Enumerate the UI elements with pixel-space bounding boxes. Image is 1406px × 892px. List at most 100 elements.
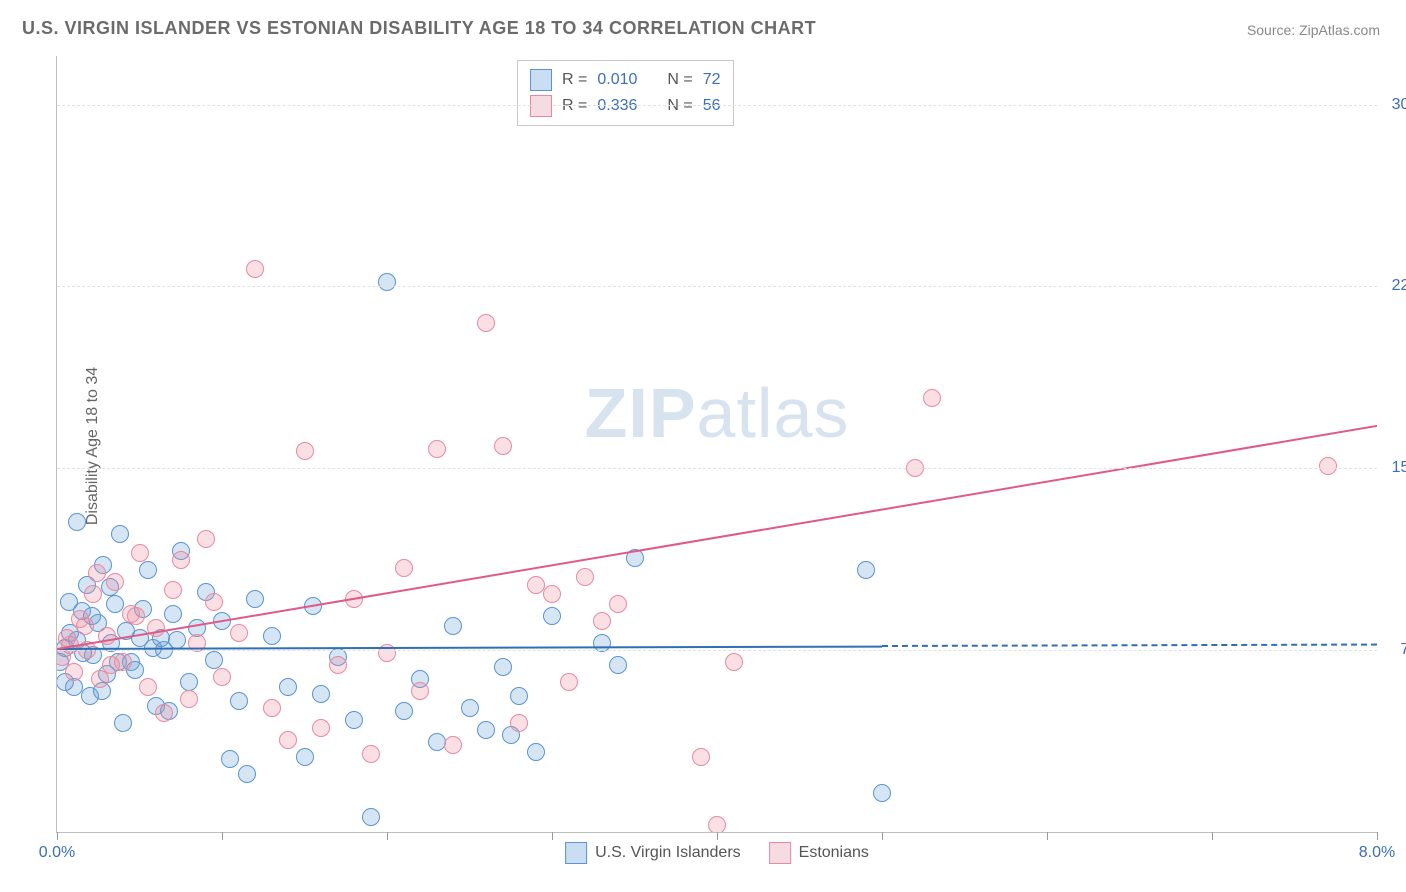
data-point	[106, 573, 124, 591]
x-tick	[1047, 832, 1048, 840]
regression-line	[57, 425, 1377, 650]
r-label: R =	[562, 71, 587, 89]
legend-label: U.S. Virgin Islanders	[595, 844, 741, 862]
plot-area: ZIPatlas R =0.010N =72R =0.336N =56 U.S.…	[56, 56, 1377, 833]
data-point	[527, 576, 545, 594]
r-value: 0.336	[597, 97, 637, 115]
data-point	[84, 585, 102, 603]
data-point	[230, 692, 248, 710]
data-point	[329, 656, 347, 674]
x-tick-label: 0.0%	[39, 844, 75, 862]
data-point	[692, 748, 710, 766]
y-tick-label: 7.5%	[1383, 641, 1406, 659]
data-point	[428, 440, 446, 458]
data-point	[477, 721, 495, 739]
data-point	[395, 559, 413, 577]
data-point	[543, 585, 561, 603]
data-point	[111, 525, 129, 543]
n-value: 72	[703, 71, 721, 89]
data-point	[127, 607, 145, 625]
chart-title: U.S. VIRGIN ISLANDER VS ESTONIAN DISABIL…	[22, 18, 816, 39]
data-point	[444, 736, 462, 754]
data-point	[857, 561, 875, 579]
data-point	[263, 699, 281, 717]
chart-container: U.S. VIRGIN ISLANDER VS ESTONIAN DISABIL…	[0, 0, 1406, 892]
data-point	[68, 513, 86, 531]
x-tick	[882, 832, 883, 840]
x-tick	[387, 832, 388, 840]
data-point	[246, 590, 264, 608]
legend-swatch	[530, 69, 552, 91]
data-point	[106, 595, 124, 613]
legend-stats-row: R =0.336N =56	[530, 93, 721, 119]
n-label: N =	[667, 71, 692, 89]
data-point	[172, 551, 190, 569]
watermark-bold: ZIP	[585, 374, 697, 452]
data-point	[576, 568, 594, 586]
data-point	[362, 745, 380, 763]
data-point	[510, 714, 528, 732]
data-point	[213, 668, 231, 686]
r-label: R =	[562, 97, 587, 115]
data-point	[609, 656, 627, 674]
data-point	[543, 607, 561, 625]
legend-swatch	[530, 95, 552, 117]
legend-swatch	[565, 842, 587, 864]
data-point	[263, 627, 281, 645]
data-point	[312, 719, 330, 737]
data-point	[461, 699, 479, 717]
gridline	[57, 105, 1377, 106]
legend-stats-row: R = 0.010 N = 72	[530, 67, 721, 93]
gridline	[57, 650, 1377, 651]
legend-item: U.S. Virgin Islanders	[565, 842, 741, 864]
data-point	[155, 704, 173, 722]
data-point	[205, 651, 223, 669]
data-point	[205, 593, 223, 611]
gridline	[57, 286, 1377, 287]
data-point	[378, 273, 396, 291]
n-value: 56	[703, 97, 721, 115]
data-point	[147, 619, 165, 637]
data-point	[164, 581, 182, 599]
data-point	[428, 733, 446, 751]
data-point	[411, 682, 429, 700]
data-point	[708, 816, 726, 832]
data-point	[873, 784, 891, 802]
data-point	[362, 808, 380, 826]
data-point	[494, 658, 512, 676]
data-point	[279, 678, 297, 696]
data-point	[527, 743, 545, 761]
data-point	[1319, 457, 1337, 475]
data-point	[279, 731, 297, 749]
data-point	[296, 748, 314, 766]
legend-swatch	[769, 842, 791, 864]
data-point	[444, 617, 462, 635]
data-point	[60, 593, 78, 611]
y-tick-label: 30.0%	[1383, 96, 1406, 114]
data-point	[114, 714, 132, 732]
data-point	[609, 595, 627, 613]
data-point	[312, 685, 330, 703]
regression-line	[882, 644, 1377, 647]
x-tick	[552, 832, 553, 840]
plot-inner: ZIPatlas	[57, 56, 1377, 832]
data-point	[164, 605, 182, 623]
data-point	[494, 437, 512, 455]
data-point	[180, 690, 198, 708]
data-point	[76, 617, 94, 635]
data-point	[139, 561, 157, 579]
data-point	[91, 670, 109, 688]
data-point	[197, 530, 215, 548]
data-point	[65, 663, 83, 681]
data-point	[221, 750, 239, 768]
r-value: 0.010	[597, 71, 637, 89]
data-point	[560, 673, 578, 691]
source-label: Source: ZipAtlas.com	[1247, 22, 1380, 38]
x-tick	[1377, 832, 1378, 840]
data-point	[345, 711, 363, 729]
data-point	[296, 442, 314, 460]
data-point	[593, 612, 611, 630]
data-point	[246, 260, 264, 278]
watermark-rest: atlas	[697, 374, 850, 452]
data-point	[230, 624, 248, 642]
